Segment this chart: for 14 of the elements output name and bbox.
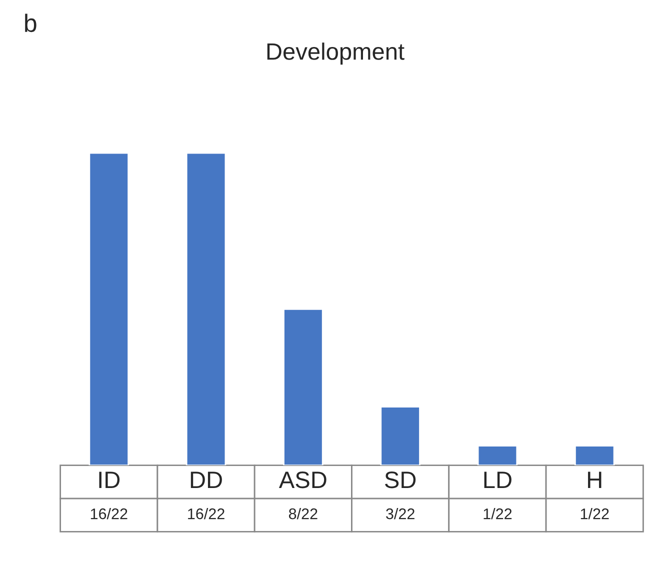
x-tick-label: H bbox=[588, 472, 602, 488]
data-label: 3/22 bbox=[386, 508, 414, 520]
data-label: 1/22 bbox=[580, 508, 609, 520]
chart-title: Development bbox=[267, 42, 404, 65]
x-tick-label: LD bbox=[484, 472, 512, 488]
data-label: 16/22 bbox=[90, 508, 128, 520]
x-tick-label: DD bbox=[190, 472, 222, 488]
x-tick-label: SD bbox=[385, 472, 416, 488]
data-label: 8/22 bbox=[288, 508, 318, 520]
x-tick-label: ID bbox=[99, 472, 120, 488]
data-label: 16/22 bbox=[188, 508, 224, 520]
text: b bbox=[25, 14, 36, 32]
x-tick-label: ASD bbox=[278, 472, 326, 488]
data-label: 1/22 bbox=[484, 508, 512, 520]
